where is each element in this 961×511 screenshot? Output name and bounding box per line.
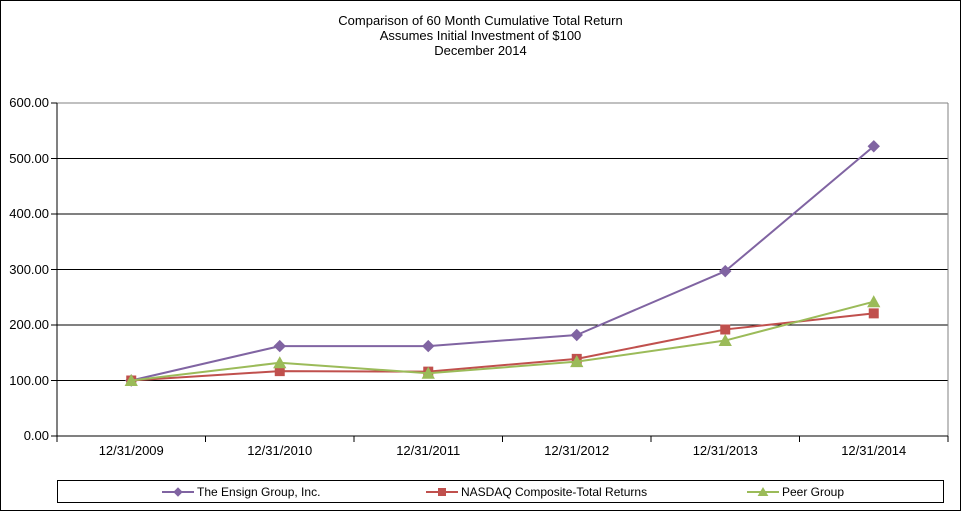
series-line-nasdaq-composite-total-returns	[131, 312, 874, 382]
series-marker-diamond-the-ensign-group-inc	[273, 339, 286, 353]
legend-label: Peer Group	[782, 484, 845, 499]
series-marker-triangle-peer-group	[273, 356, 287, 369]
legend-square-marker-icon	[426, 487, 458, 496]
series-marker-triangle-peer-group	[718, 334, 732, 347]
series-marker-square-nasdaq-composite-total-returns	[720, 324, 731, 335]
series-marker-triangle-peer-group	[124, 373, 138, 386]
series-line-the-ensign-group-inc	[131, 145, 875, 382]
legend-item-nasdaq-composite-total-returns: NASDAQ Composite-Total Returns	[426, 481, 647, 502]
series-marker-diamond-the-ensign-group-inc	[719, 264, 732, 278]
x-axis-tick-label: 12/31/2013	[692, 443, 758, 458]
series-marker-diamond-the-ensign-group-inc	[867, 140, 880, 153]
series-marker-diamond-the-ensign-group-inc	[570, 328, 583, 342]
y-axis-tick-label: 600.00	[9, 95, 49, 110]
series-marker-square-nasdaq-composite-total-returns	[868, 308, 879, 319]
series-marker-triangle-peer-group	[867, 295, 881, 308]
legend-triangle-marker-icon	[747, 486, 779, 496]
y-axis-tick-label: 400.00	[9, 206, 49, 221]
legend-label: The Ensign Group, Inc.	[197, 484, 321, 499]
x-axis-tick-label: 12/31/2009	[98, 443, 164, 458]
legend-diamond-marker-icon	[162, 486, 194, 497]
legend-item-the-ensign-group-inc: The Ensign Group, Inc.	[162, 481, 320, 502]
x-axis-tick-label: 12/31/2010	[247, 443, 313, 458]
series-marker-triangle-peer-group	[570, 355, 584, 368]
y-axis-tick-label: 500.00	[9, 150, 49, 166]
legend-item-peer-group: Peer Group	[747, 481, 844, 502]
y-axis-tick-label: 300.00	[9, 261, 49, 277]
legend: The Ensign Group, Inc. NASDAQ Composite-T…	[57, 480, 944, 503]
series-line-peer-group	[131, 300, 875, 382]
y-axis-tick-label: 0.00	[23, 428, 49, 443]
chart-title-line1: Comparison of 60 Month Cumulative Total …	[338, 13, 623, 28]
chart-title-line3: December 2014	[434, 43, 527, 58]
chart-title: Comparison of 60 Month Cumulative Total …	[1, 13, 960, 58]
x-axis-tick-label: 12/31/2011	[396, 443, 461, 458]
chart-title-line2: Assumes Initial Investment of $100	[379, 28, 582, 43]
x-axis-tick-label: 12/31/2012	[544, 443, 610, 458]
y-axis-tick-label: 200.00	[9, 317, 49, 332]
x-axis-tick-label: 12/31/2014	[841, 443, 907, 458]
series-marker-diamond-the-ensign-group-inc	[422, 339, 435, 353]
series-marker-triangle-peer-group	[421, 366, 435, 379]
legend-label: NASDAQ Composite-Total Returns	[461, 484, 648, 499]
y-axis-tick-label: 100.00	[9, 372, 49, 388]
